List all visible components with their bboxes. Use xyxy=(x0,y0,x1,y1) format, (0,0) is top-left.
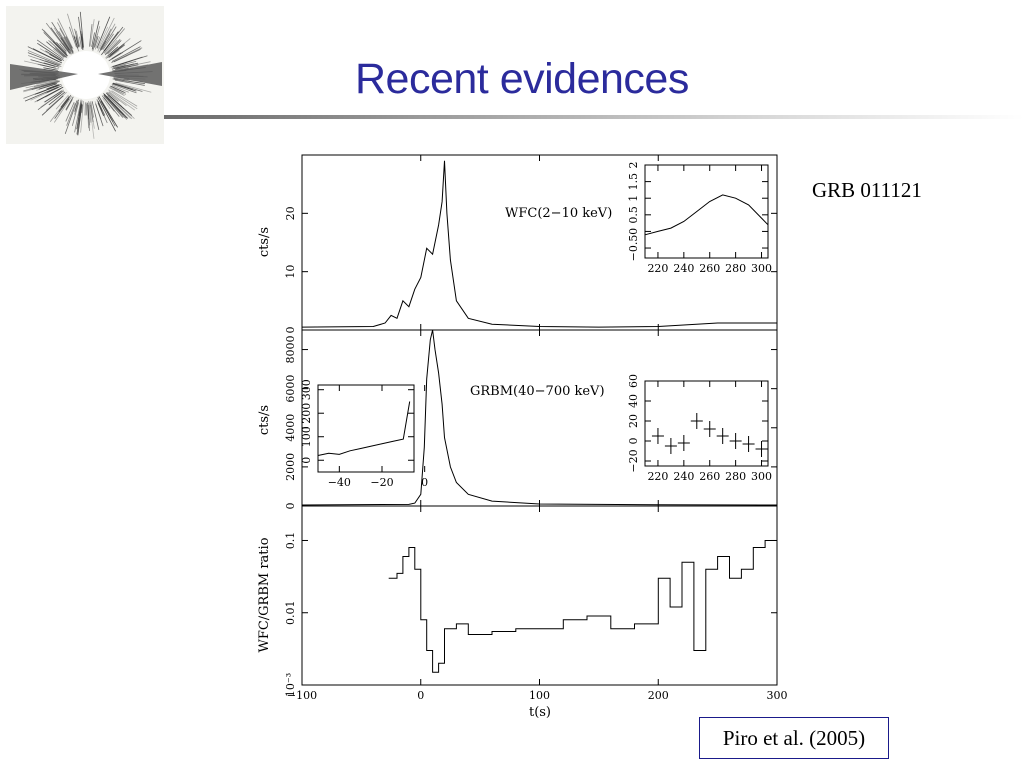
bottom-ratio-series xyxy=(388,529,778,673)
middle-inset-left-series xyxy=(317,401,411,456)
middle-inset-right-xtick-label: 220 xyxy=(647,470,668,483)
middle-ytick-label: 6000 xyxy=(284,375,297,403)
middle-inset-left-ytick-label: 200 xyxy=(300,403,313,424)
bottom-xtick-label: 100 xyxy=(529,689,550,702)
top-inset-ytick-label: 2 xyxy=(627,162,640,169)
middle-inset-left-ytick-label: 100 xyxy=(300,426,313,447)
middle-inset-right-ytick-label: 40 xyxy=(627,394,640,408)
top-inset-xtick-label: 220 xyxy=(647,262,668,275)
top-inset-frame xyxy=(644,164,769,259)
citation-box: Piro et al. (2005) xyxy=(699,717,889,759)
top-panel-label: WFC(2−10 keV) xyxy=(505,206,612,221)
middle-inset-left-xtick-label: −40 xyxy=(328,476,351,489)
middle-inset-right-ytick-label: 20 xyxy=(627,414,640,428)
slide-title: Recent evidences xyxy=(355,55,689,103)
middle-ytick-label: 0 xyxy=(284,503,297,510)
top-inset-xtick-label: 280 xyxy=(725,262,746,275)
top-inset-ytick-label: 0.5 xyxy=(627,206,640,224)
middle-ytick-label: 4000 xyxy=(284,414,297,442)
middle-ylabel: cts/s xyxy=(257,405,272,435)
bottom-xtick-label: 300 xyxy=(767,689,788,702)
bottom-xtick-label: 200 xyxy=(648,689,669,702)
middle-inset-left-xtick-label: 0 xyxy=(421,476,428,489)
eclipse-jet-logo xyxy=(6,6,164,144)
title-divider xyxy=(164,115,1024,119)
middle-inset-right-xtick-label: 280 xyxy=(725,470,746,483)
bottom-xlabel: t(s) xyxy=(529,705,551,720)
top-ytick-label: 0 xyxy=(284,327,297,334)
middle-inset-left-xtick-label: −20 xyxy=(370,476,393,489)
middle-inset-left-ytick-label: 0 xyxy=(300,457,313,464)
middle-inset-right-xtick-label: 260 xyxy=(699,470,720,483)
top-inset-xtick-label: 260 xyxy=(699,262,720,275)
middle-inset-right-ytick-label: 0 xyxy=(627,438,640,445)
top-ytick-label: 20 xyxy=(284,206,297,220)
top-inset-ytick-label: 0 xyxy=(627,228,640,235)
top-ylabel: cts/s xyxy=(257,227,272,257)
top-ytick-label: 10 xyxy=(284,265,297,279)
bottom-ylabel: WFC/GRBM ratio xyxy=(257,537,272,652)
middle-inset-left-frame xyxy=(317,384,415,473)
bottom-ytick-label: 10⁻³ xyxy=(284,673,297,697)
top-inset-ytick-label: 1 xyxy=(627,195,640,202)
top-inset-ytick-label: −0.5 xyxy=(627,235,640,262)
top-inset-xtick-label: 300 xyxy=(751,262,772,275)
middle-panel-label: GRBM(40−700 keV) xyxy=(470,384,605,399)
middle-ytick-label: 2000 xyxy=(284,453,297,481)
bottom-ytick-label: 0.1 xyxy=(284,532,297,550)
middle-inset-right-xtick-label: 300 xyxy=(751,470,772,483)
middle-inset-right-frame xyxy=(644,380,769,467)
middle-grbm-series xyxy=(301,329,778,506)
top-inset-ytick-label: 1.5 xyxy=(627,173,640,191)
middle-inset-right-xtick-label: 240 xyxy=(673,470,694,483)
bottom-xtick-label: −100 xyxy=(287,689,317,702)
bottom-ytick-label: 0.01 xyxy=(284,600,297,625)
top-inset-series xyxy=(644,194,769,236)
middle-ytick-label: 8000 xyxy=(284,336,297,364)
middle-inset-right-ytick-label: −20 xyxy=(627,449,640,472)
bottom-xtick-label: 0 xyxy=(417,689,424,702)
middle-inset-left-ytick-label: 300 xyxy=(300,379,313,400)
grb-label: GRB 011121 xyxy=(812,178,922,202)
top-wfc-series xyxy=(301,160,777,328)
citation-text: Piro et al. (2005) xyxy=(722,725,866,750)
top-inset-xtick-label: 240 xyxy=(673,262,694,275)
middle-inset-right-ytick-label: 60 xyxy=(627,374,640,388)
